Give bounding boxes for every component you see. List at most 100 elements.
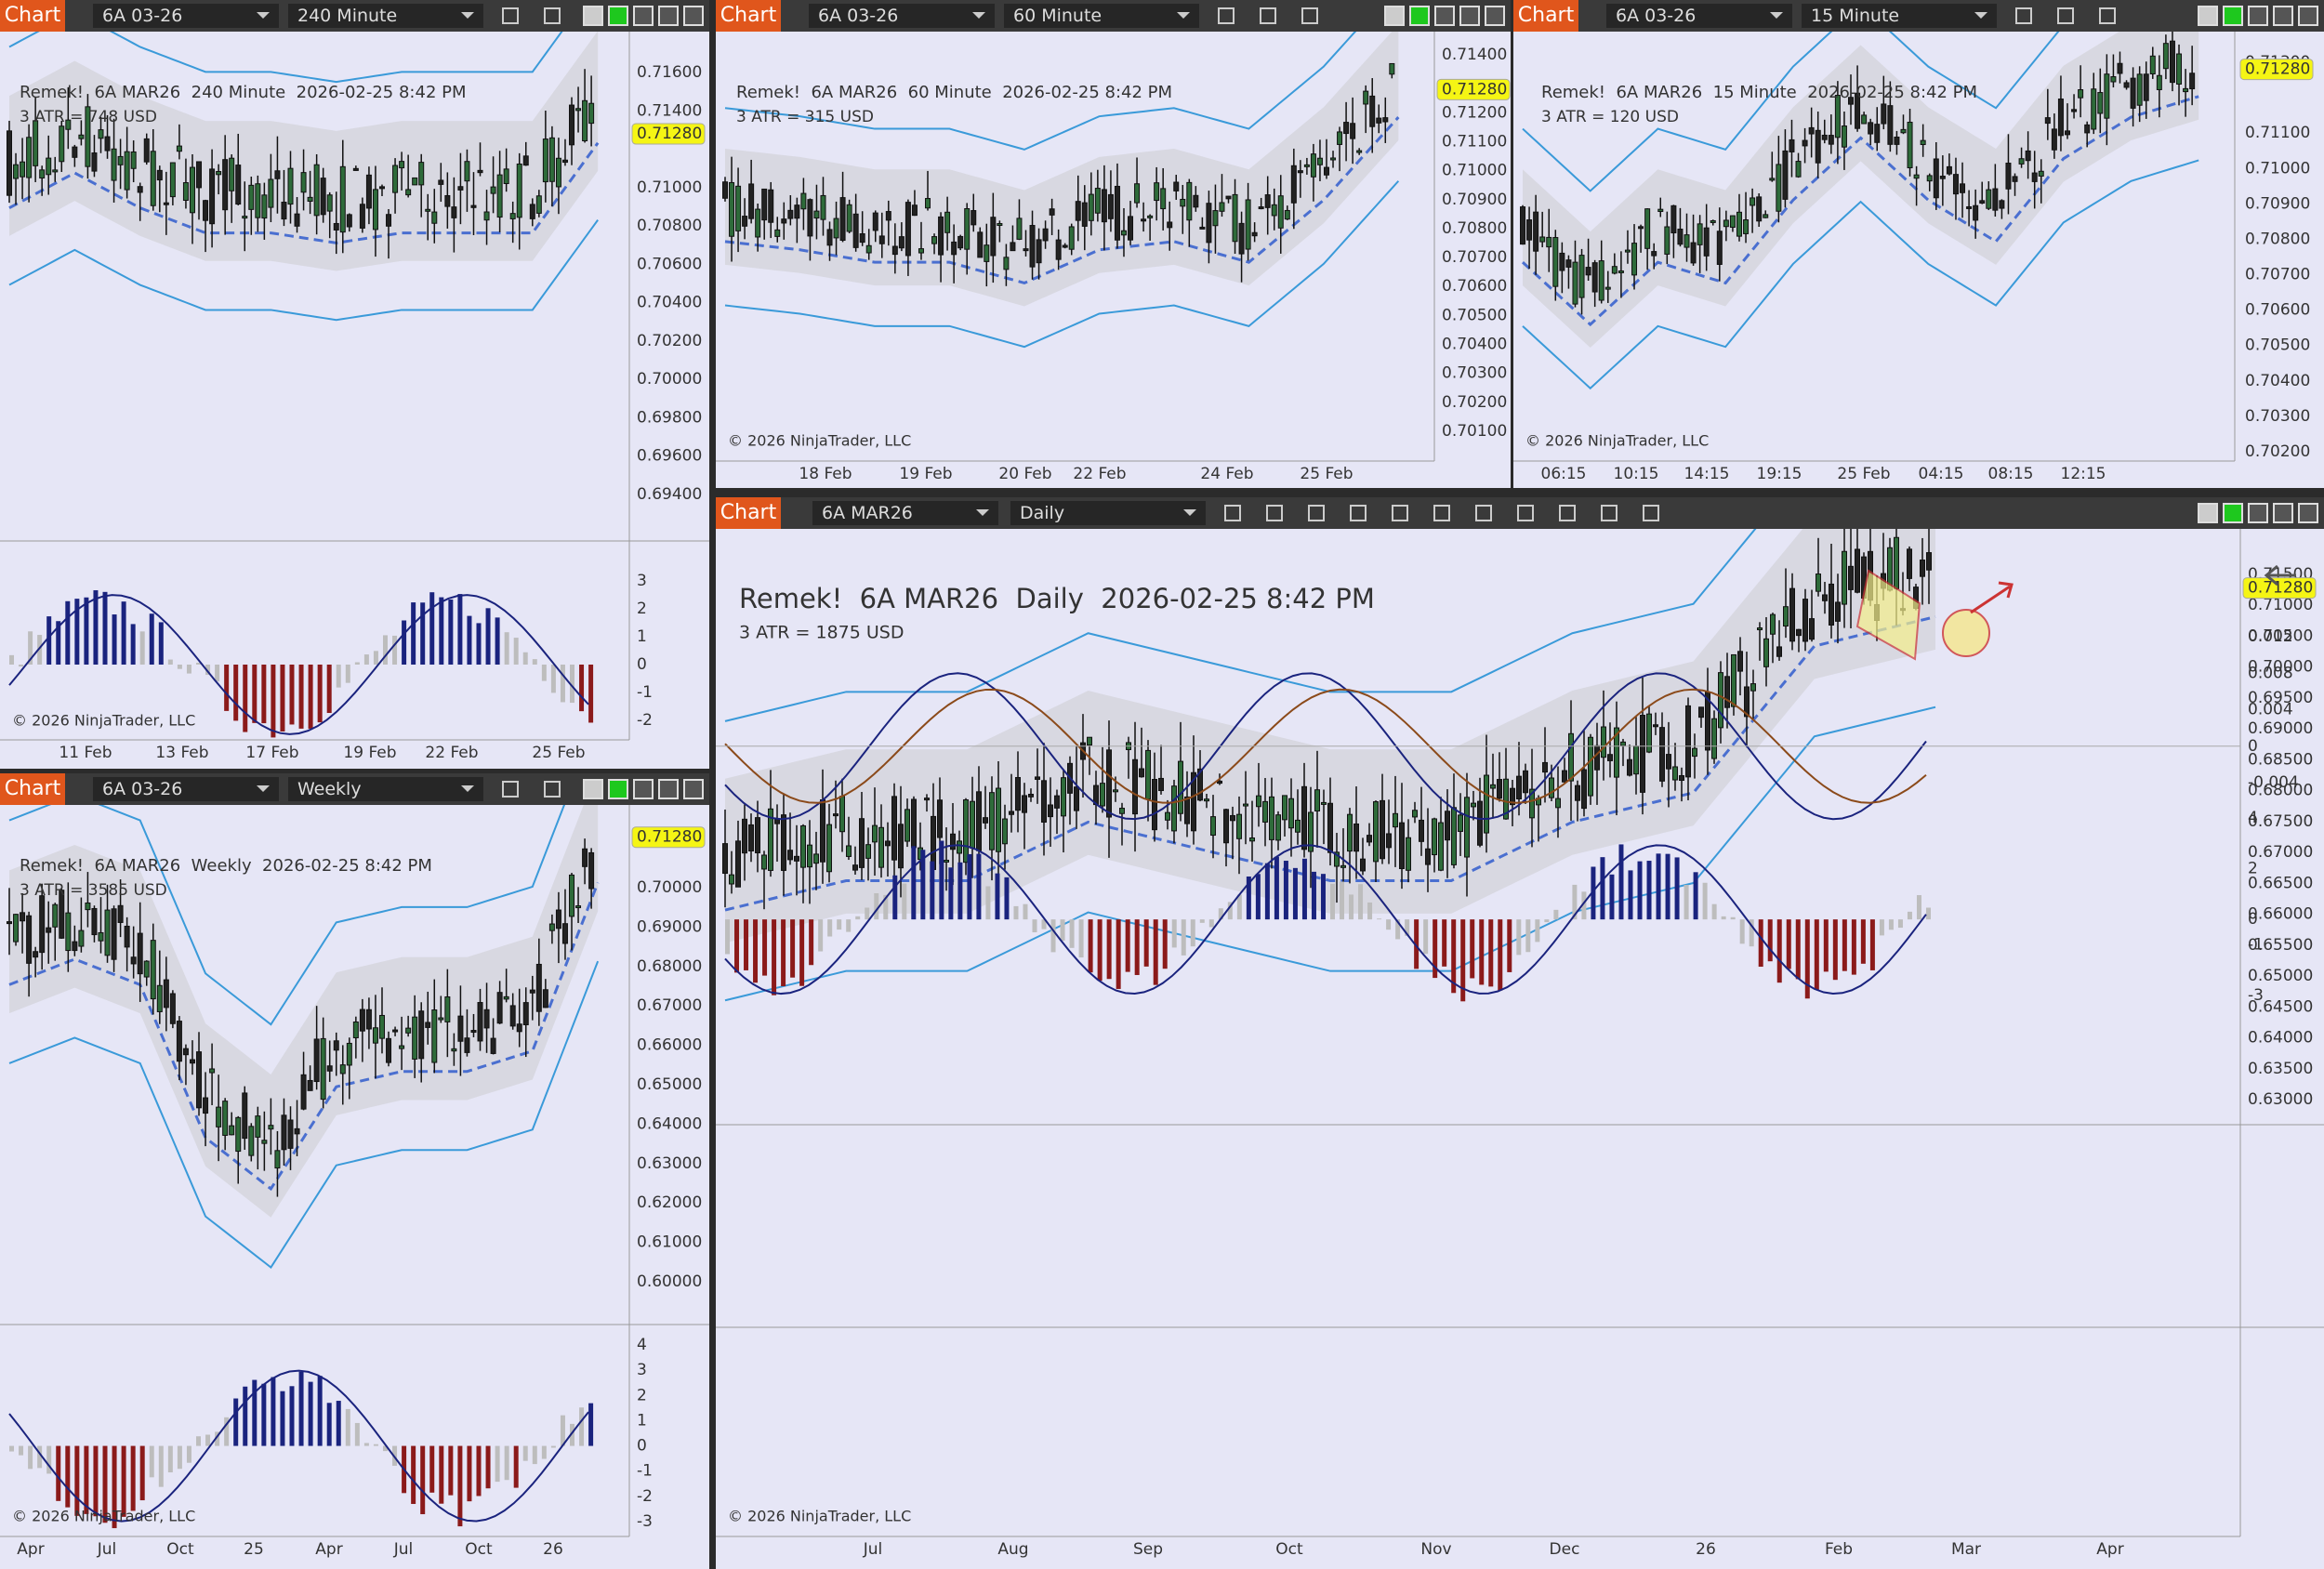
tool-icon[interactable] [1433, 505, 1450, 521]
tool-icon[interactable] [1475, 505, 1492, 521]
histogram-bar [373, 1444, 378, 1446]
histogram-bar [280, 665, 285, 732]
window-button[interactable] [1485, 6, 1505, 26]
candle-body [1075, 201, 1081, 221]
signal-line [724, 688, 1927, 804]
window-button[interactable] [2248, 503, 2268, 523]
window-button[interactable] [1459, 6, 1480, 26]
window-button[interactable] [633, 6, 654, 26]
tool-icon[interactable] [1260, 7, 1276, 24]
histogram-bar [570, 1423, 574, 1446]
histogram-bar [1227, 902, 1233, 920]
candle-body [274, 1150, 281, 1169]
interval-select[interactable]: 240 Minute [288, 4, 483, 28]
window-button[interactable] [2223, 503, 2243, 523]
tool-icon[interactable] [544, 781, 561, 798]
candle-body [1743, 219, 1750, 234]
x-axis-label: 25 Feb [532, 744, 585, 762]
instrument-select[interactable]: 6A 03-26 [1606, 4, 1792, 28]
tool-icon[interactable] [502, 7, 519, 24]
candle-body [1010, 242, 1016, 252]
interval-select[interactable]: 15 Minute [1802, 4, 1997, 28]
histogram-bar [588, 665, 594, 723]
tool-icon[interactable] [544, 7, 561, 24]
candle-body [548, 137, 555, 182]
tool-icon[interactable] [1308, 505, 1325, 521]
candle-body [1607, 754, 1613, 761]
window-button[interactable] [2248, 6, 2268, 26]
candle-body [111, 148, 117, 181]
candle-body [399, 161, 405, 169]
back-arrow[interactable] [2264, 564, 2296, 587]
candle-body [522, 1002, 529, 1025]
tool-icon[interactable] [1559, 505, 1576, 521]
window-button[interactable] [2198, 503, 2218, 523]
window-button[interactable] [2273, 503, 2293, 523]
candle-body [1808, 126, 1815, 135]
candle-body [1627, 758, 1632, 776]
window-button[interactable] [1409, 6, 1430, 26]
window-button[interactable] [2273, 6, 2293, 26]
window-button[interactable] [633, 779, 654, 799]
tool-icon[interactable] [1643, 505, 1659, 521]
interval-select[interactable]: Weekly [288, 777, 483, 801]
tool-icon[interactable] [1301, 7, 1318, 24]
interval-select[interactable]: Daily [1010, 501, 1206, 525]
tool-icon[interactable] [2015, 7, 2032, 24]
candle-body [176, 1021, 182, 1062]
tool-icon[interactable] [1266, 505, 1283, 521]
window-button[interactable] [683, 779, 704, 799]
tool-icon[interactable] [2057, 7, 2074, 24]
tool-icon[interactable] [502, 781, 519, 798]
window-button[interactable] [1434, 6, 1455, 26]
chart-window: Chart 6A MAR26 Daily 0.71500 0.71000 0.70500 0… [716, 497, 2324, 1569]
instrument-select[interactable]: 6A 03-26 [809, 4, 995, 28]
instrument-select[interactable]: 6A 03-26 [93, 4, 279, 28]
y-axis-label: 0.60000 [637, 1272, 702, 1291]
tool-icon[interactable] [1601, 505, 1618, 521]
tool-icon[interactable] [1517, 505, 1534, 521]
histogram-bar [485, 1445, 491, 1489]
candle-body [997, 223, 1003, 227]
candle-body [1301, 785, 1307, 850]
candle-body [885, 840, 891, 847]
tool-icon[interactable] [1392, 505, 1408, 521]
histogram-bar [121, 1445, 126, 1517]
tool-icon[interactable] [1224, 505, 1241, 521]
candle-body [1251, 231, 1258, 237]
window-button[interactable] [683, 6, 704, 26]
window-button[interactable] [608, 6, 628, 26]
candle-body [1614, 727, 1619, 778]
window-button[interactable] [2198, 6, 2218, 26]
candle-body [242, 216, 248, 219]
window-button[interactable] [583, 6, 603, 26]
window-button[interactable] [583, 779, 603, 799]
tool-icon[interactable] [2099, 7, 2116, 24]
instrument-select[interactable]: 6A MAR26 [812, 501, 998, 525]
histogram-bar [1897, 919, 1903, 929]
window-button[interactable] [1384, 6, 1405, 26]
tool-icon[interactable] [1350, 505, 1367, 521]
histogram-bar [448, 600, 454, 665]
candle-body [865, 844, 871, 859]
window-button[interactable] [2298, 503, 2318, 523]
candle-body [339, 165, 346, 233]
candle-body [1243, 803, 1248, 807]
tool-icon[interactable] [1218, 7, 1235, 24]
window-button[interactable] [608, 779, 628, 799]
candle-body [1640, 715, 1645, 793]
instrument-select[interactable]: 6A 03-26 [93, 777, 279, 801]
candle-body [1594, 745, 1600, 771]
candle-body [483, 1009, 490, 1029]
y-axis-label: 0.71100 [2245, 124, 2310, 142]
candle-body [1015, 776, 1021, 811]
window-button[interactable] [658, 779, 679, 799]
y-axis-label: 0.64000 [2248, 1029, 2313, 1048]
candle-body [1327, 802, 1333, 853]
window-button[interactable] [2223, 6, 2243, 26]
window-button[interactable] [2298, 6, 2318, 26]
interval-select[interactable]: 60 Minute [1004, 4, 1199, 28]
window-button[interactable] [658, 6, 679, 26]
candle-body [294, 1127, 300, 1135]
candle-body [1555, 798, 1561, 809]
